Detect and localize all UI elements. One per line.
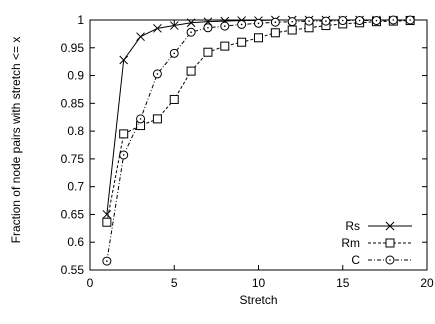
legend: Rs Rm C (341, 219, 412, 267)
series-c-point (304, 16, 314, 26)
y-tick-label: 0.65 (61, 207, 85, 221)
legend-label: Rm (341, 236, 360, 250)
x-tick-label: 20 (420, 276, 434, 290)
series-rs-point (186, 18, 196, 28)
series-rm-point (186, 66, 196, 76)
series-rs (102, 15, 415, 219)
series-rm-point (102, 217, 112, 227)
axis-ticks (89, 19, 428, 271)
series-rm-point (287, 25, 297, 35)
series-c-point (321, 16, 331, 26)
y-tick-label: 1 (77, 13, 84, 27)
series-rs-point (153, 23, 162, 33)
series-rs-point (102, 210, 112, 219)
series-c-point (355, 16, 365, 26)
series-c-point (270, 17, 280, 27)
series-c-point (136, 114, 146, 124)
series-rm-point (237, 37, 247, 47)
series-rs-point (136, 32, 145, 42)
series-rm-line (106, 20, 411, 223)
series-c-point (169, 48, 179, 58)
y-tick-label: 0.75 (61, 152, 85, 166)
legend-label: C (351, 253, 360, 267)
series-rs-line (106, 19, 411, 215)
x-tick-label: 0 (87, 276, 94, 290)
series-rm-point (254, 33, 263, 43)
y-tick-label: 0.7 (67, 180, 84, 194)
series-c-point (371, 16, 381, 26)
y-tick-label: 0.6 (67, 235, 84, 249)
legend-entry-c: C (351, 253, 412, 267)
y-tick-label: 0.85 (61, 96, 85, 110)
series-rm-point (270, 28, 280, 38)
legend-marker (385, 221, 395, 231)
legend-label: Rs (345, 219, 360, 233)
series-rs-point (169, 21, 179, 30)
legend-entry-rs: Rs (345, 219, 412, 233)
series-c-point (102, 256, 112, 266)
x-tick-label: 5 (171, 276, 178, 290)
y-tick-label: 0.8 (67, 124, 84, 138)
series-rm-point (169, 94, 179, 104)
series-rm-point (220, 41, 230, 51)
series-c-point (254, 18, 263, 28)
y-axis-label: Fraction of node pairs with stretch <= x (9, 37, 23, 244)
series-c-point (237, 19, 247, 29)
legend-marker (385, 255, 395, 265)
series-layer (102, 15, 415, 266)
y-tick-label: 0.95 (61, 41, 85, 55)
series-rs-point (119, 55, 129, 65)
y-tick-label: 0.9 (67, 69, 84, 83)
legend-marker (385, 238, 395, 248)
series-c-point (338, 16, 348, 26)
series-c-point (388, 15, 398, 25)
series-c-point (119, 150, 129, 160)
series-rm-point (203, 47, 213, 57)
series-rm (102, 16, 415, 227)
x-axis-label: Stretch (239, 293, 277, 307)
legend-entry-rm: Rm (341, 236, 412, 250)
plot-frame (89, 19, 428, 271)
x-tick-label: 15 (336, 276, 350, 290)
x-tick-label: 10 (252, 276, 266, 290)
y-tick-label: 0.55 (61, 263, 85, 277)
series-rm-point (152, 114, 162, 124)
series-c-point (186, 27, 196, 37)
series-c-point (152, 69, 162, 79)
series-c (102, 15, 415, 266)
series-c-point (287, 17, 297, 27)
series-c-point (203, 23, 213, 33)
axis-tick-labels: 0 5 10 15 20 0.55 0.6 0.65 0.7 0.75 0.8 0.85 0.9 0.95… (61, 13, 434, 290)
series-c-point (220, 21, 230, 31)
series-c-point (405, 15, 415, 25)
series-c-line (106, 19, 411, 262)
series-rm-point (119, 129, 129, 139)
